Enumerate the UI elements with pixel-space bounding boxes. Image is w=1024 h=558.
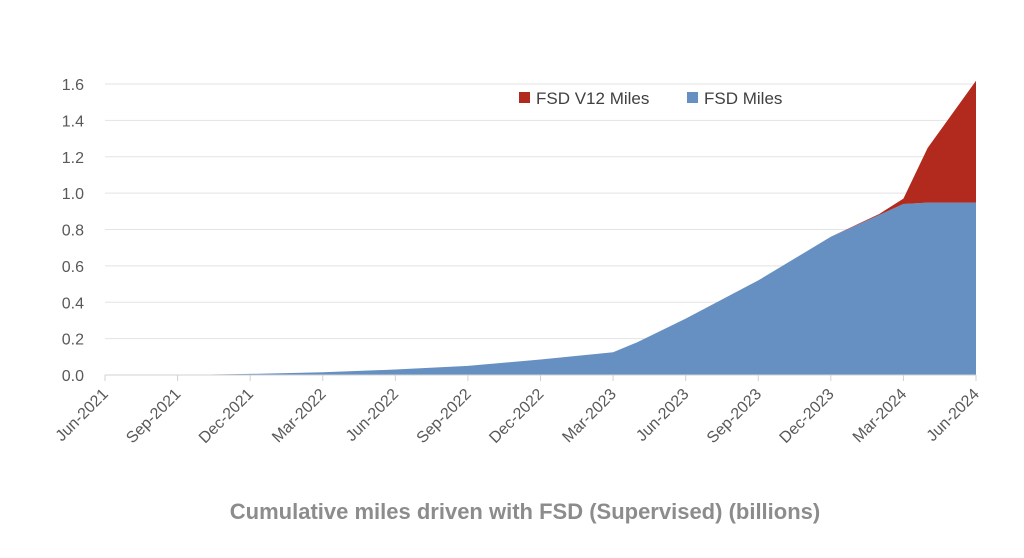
y-tick-label: 1.4: [62, 113, 84, 130]
y-tick-label: 0.6: [62, 259, 84, 276]
y-tick-label: 0.8: [62, 223, 84, 240]
x-tick-label: Sep-2023: [704, 386, 765, 447]
x-axis-tick-labels: Jun-2021 Sep-2021 Dec-2021 Mar-2022 Jun-2022…: [53, 386, 983, 447]
chart-title: Cumulative miles driven with FSD (Superv…: [230, 499, 820, 524]
y-axis-tick-labels: 0.0 0.2 0.4 0.6 0.8 1.0 1.2 1.4 1.6: [62, 77, 84, 385]
x-tick-label: Jun-2023: [633, 386, 692, 445]
x-tick-label: Sep-2021: [123, 386, 184, 447]
x-tick-label: Jun-2022: [343, 386, 402, 445]
y-tick-label: 1.2: [62, 150, 84, 167]
x-tick-label: Mar-2024: [850, 386, 911, 447]
x-tick-label: Mar-2023: [559, 386, 620, 447]
x-tick-label: Jun-2024: [924, 386, 983, 445]
x-tick-label: Dec-2022: [486, 386, 547, 447]
legend: FSD V12 Miles FSD Miles: [519, 89, 782, 108]
legend-swatch: [519, 92, 530, 103]
x-tick-label: Dec-2023: [777, 386, 838, 447]
x-tick-label: Jun-2021: [53, 386, 112, 445]
x-tick-label: Mar-2022: [269, 386, 330, 447]
y-tick-label: 1.6: [62, 77, 84, 94]
area-fsd-miles: [105, 202, 976, 375]
x-tick-label: Dec-2021: [196, 386, 257, 447]
x-tick-label: Sep-2022: [414, 386, 475, 447]
legend-label: FSD Miles: [704, 89, 782, 108]
y-tick-label: 1.0: [62, 186, 84, 203]
stacked-areas: [105, 80, 976, 375]
y-tick-label: 0.2: [62, 332, 84, 349]
x-axis: [104, 374, 977, 381]
legend-swatch: [687, 92, 698, 103]
y-tick-label: 0.4: [62, 295, 84, 312]
y-tick-label: 0.0: [62, 368, 84, 385]
legend-label: FSD V12 Miles: [536, 89, 649, 108]
gridlines: [105, 83, 976, 340]
